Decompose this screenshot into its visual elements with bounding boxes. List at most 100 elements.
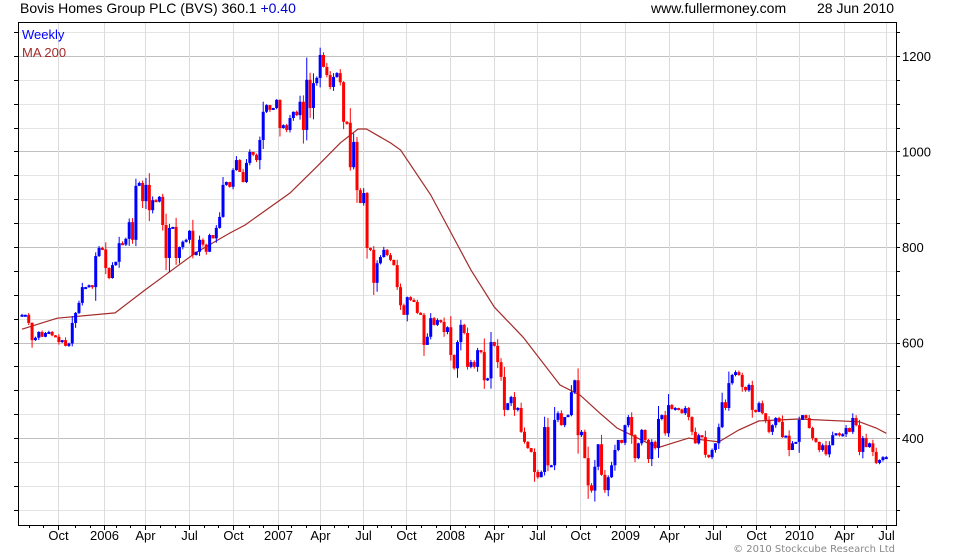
- candle-body-down: [690, 417, 694, 432]
- candle: [790, 441, 794, 451]
- candle: [690, 416, 694, 436]
- y-tick-label: 400: [902, 431, 924, 446]
- candle-body-up: [311, 83, 315, 108]
- candle-body-down: [399, 287, 403, 306]
- candle: [385, 248, 389, 257]
- candle: [811, 426, 815, 441]
- candle: [589, 483, 593, 493]
- plot-frame: [18, 22, 897, 526]
- candle-body-down: [693, 431, 697, 444]
- candle-body-down: [764, 413, 768, 420]
- candle: [409, 296, 413, 302]
- candle-body-up: [281, 125, 285, 129]
- candle-body-down: [522, 431, 526, 442]
- candle-body-up: [831, 435, 835, 446]
- candle-body-down: [472, 362, 476, 367]
- candle: [144, 177, 148, 209]
- candle-body-down: [462, 324, 466, 333]
- x-tick-label: Jul: [355, 528, 372, 543]
- candle-body-down: [750, 385, 754, 410]
- candle: [881, 456, 885, 462]
- candle: [241, 168, 245, 183]
- candle-body-down: [409, 297, 413, 301]
- candle-body-down: [677, 407, 681, 410]
- candle-body-down: [600, 444, 604, 475]
- candle-body-down: [355, 141, 359, 191]
- candle-body-up: [734, 372, 738, 376]
- candle: [43, 332, 47, 338]
- candle-body-up: [87, 285, 91, 288]
- candle: [402, 303, 406, 315]
- candle: [767, 416, 771, 434]
- candle-body-up: [291, 111, 295, 119]
- candle-body-down: [723, 402, 727, 408]
- candle-body-up: [717, 427, 721, 444]
- candle-body-up: [563, 417, 567, 426]
- candle: [214, 225, 218, 243]
- candle: [37, 331, 41, 340]
- candle-body-down: [161, 196, 165, 226]
- candle: [305, 57, 309, 141]
- candle: [27, 313, 31, 325]
- x-tick-label: Apr: [310, 528, 331, 543]
- candle-body-down: [285, 125, 289, 130]
- candle-body-down: [389, 255, 393, 260]
- candle-body-up: [640, 429, 644, 444]
- x-tick-label: Apr: [484, 528, 505, 543]
- candle: [556, 411, 560, 423]
- candle-body-down: [228, 182, 232, 187]
- candle-body-down: [482, 352, 486, 381]
- candle-body-down: [385, 249, 389, 256]
- candle: [844, 425, 848, 438]
- candle: [184, 238, 188, 243]
- candle-body-up: [23, 314, 27, 317]
- candle-body-down: [536, 471, 540, 478]
- candle: [342, 81, 346, 130]
- candle: [744, 386, 748, 392]
- candle: [623, 424, 627, 446]
- candle: [784, 435, 788, 438]
- candle: [871, 439, 875, 457]
- candle-body-down: [466, 332, 470, 367]
- candle: [308, 72, 312, 118]
- candle-body-down: [100, 247, 104, 250]
- candle: [663, 410, 667, 436]
- candle-body-up: [569, 392, 573, 416]
- candle-body-down: [760, 403, 764, 414]
- candle: [653, 440, 657, 450]
- candle-body-down: [512, 396, 516, 410]
- candle: [610, 461, 614, 479]
- candle: [171, 226, 175, 229]
- candle-body-down: [154, 200, 158, 203]
- candle: [526, 441, 530, 449]
- candle: [502, 366, 506, 417]
- candle-body-up: [94, 256, 98, 288]
- candle: [425, 333, 429, 346]
- candle-body-down: [442, 321, 446, 333]
- candle-body-down: [744, 386, 748, 391]
- candle-body-up: [543, 427, 547, 472]
- candle-body-down: [680, 409, 684, 414]
- candle: [884, 456, 888, 460]
- candle: [512, 392, 516, 416]
- candle-body-up: [429, 318, 433, 337]
- candle: [238, 159, 242, 172]
- candle: [603, 470, 607, 493]
- candle-body-down: [526, 441, 530, 449]
- candle: [392, 259, 396, 266]
- candle: [261, 101, 265, 149]
- candle: [134, 178, 138, 247]
- candle-body-up: [797, 419, 801, 442]
- candle-body-up: [747, 385, 751, 391]
- candle-body-up: [757, 403, 761, 412]
- candle-body-up: [288, 118, 292, 130]
- candle-body-down: [301, 101, 305, 130]
- weekly-candles: [20, 47, 888, 502]
- candle-body-up: [70, 322, 74, 344]
- x-tick-label: Apr: [834, 528, 855, 543]
- chart-date: 28 Jun 2010: [817, 0, 895, 16]
- candle-body-down: [191, 230, 195, 256]
- candle-body-up: [486, 378, 490, 381]
- candle: [104, 242, 108, 275]
- candle: [23, 314, 27, 317]
